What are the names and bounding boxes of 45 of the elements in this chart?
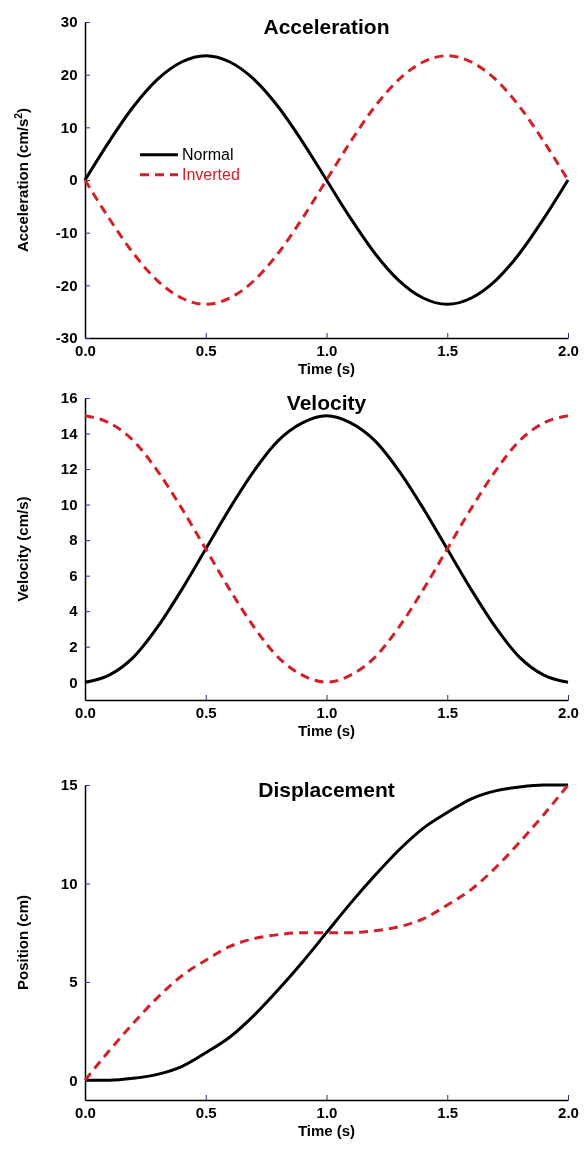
y-tick-label: 10 (60, 495, 78, 513)
x-tick-label: 1.5 (437, 704, 459, 721)
y-axis-title: Velocity (cm/s) (14, 496, 31, 602)
y-tick-label: 20 (60, 65, 78, 83)
y-tick-label: 15 (60, 776, 78, 794)
x-tick-label: 1.5 (437, 1104, 459, 1121)
y-tick-label: 0 (69, 1071, 78, 1089)
y-tick-label: -20 (55, 276, 78, 294)
x-tick-label: 1.0 (316, 1104, 338, 1121)
x-tick-label: 0.5 (195, 1104, 217, 1121)
y-tick-label: 30 (60, 13, 78, 31)
x-axis-title: Time (s) (297, 360, 356, 377)
x-tick-label: 1.0 (316, 342, 338, 359)
x-tick-label: 0.0 (75, 342, 96, 359)
y-tick-label: 0 (69, 673, 78, 691)
x-tick-label: 2.0 (558, 704, 579, 721)
x-tick-label: 0.0 (75, 1104, 96, 1121)
y-tick-label: 0 (69, 171, 78, 189)
y-axis-title: Position (cm) (14, 894, 31, 991)
y-tick-label: 16 (60, 389, 78, 407)
y-tick-label: -30 (55, 329, 78, 347)
y-tick-label: 8 (69, 531, 78, 549)
y-tick-label: 12 (60, 460, 78, 478)
y-tick-label: 14 (60, 424, 79, 442)
legend-label: Normal (182, 145, 234, 163)
x-tick-label: 0.5 (195, 704, 217, 721)
legend-label: Inverted (182, 165, 240, 183)
y-tick-label: 4 (69, 602, 79, 620)
x-tick-label: 1.5 (437, 342, 459, 359)
y-tick-label: 6 (69, 566, 78, 584)
x-tick-label: 2.0 (558, 1104, 579, 1121)
x-tick-label: 0.0 (75, 704, 96, 721)
x-tick-label: 1.0 (316, 704, 338, 721)
y-tick-label: 10 (60, 118, 78, 136)
y-tick-label: -10 (55, 223, 78, 241)
x-axis-title: Time (s) (297, 722, 356, 739)
y-tick-label: 10 (60, 874, 78, 892)
x-tick-label: 2.0 (558, 342, 579, 359)
x-axis-title: Time (s) (297, 1122, 356, 1139)
x-tick-label: 0.5 (195, 342, 217, 359)
chart-title: Acceleration (263, 15, 390, 38)
chart-title: Displacement (258, 778, 395, 801)
y-tick-label: 5 (69, 973, 78, 991)
chart-title: Velocity (286, 391, 367, 414)
y-tick-label: 2 (69, 638, 78, 656)
